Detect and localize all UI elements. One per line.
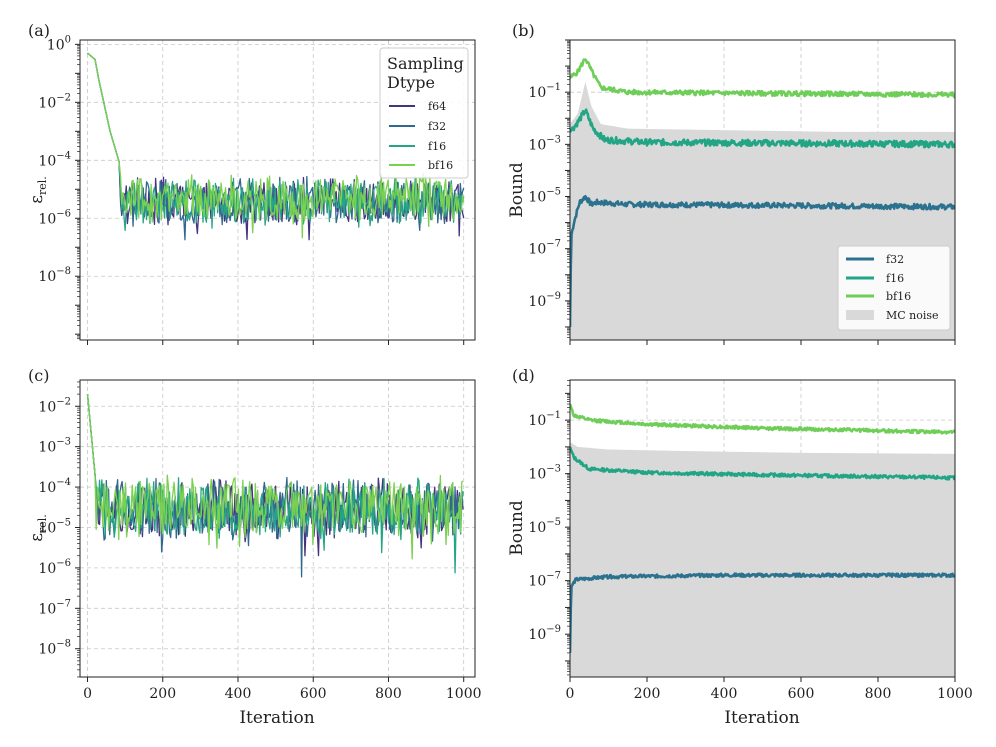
legend-b-label-f16: f16 — [886, 272, 904, 285]
xlabel-c: Iteration — [239, 708, 314, 728]
ylabel-d: Bound — [507, 500, 527, 556]
x-tick-label-d-400: 400 — [711, 686, 738, 702]
series-a-bf16 — [87, 52, 465, 239]
y-tick-label-a-0: 100 — [47, 34, 71, 53]
x-tick-label-c-0: 0 — [83, 686, 92, 702]
ylabel-a-main: ε — [27, 195, 47, 204]
legend-b-frame — [837, 245, 951, 331]
legend-a-label-f16: f16 — [428, 140, 446, 153]
y-tick-label-d-2: 10−5 — [528, 517, 561, 536]
ylabel-b: Bound — [507, 162, 527, 218]
series-c-bf16 — [86, 394, 464, 560]
plot-area-c — [86, 394, 464, 578]
ylabel-b-main: Bound — [507, 162, 527, 218]
y-tick-label-d-4: 10−9 — [528, 624, 561, 643]
axes-frame-c — [79, 379, 476, 678]
series-d-f16 — [570, 446, 955, 481]
panel-label-b: (b) — [512, 21, 535, 40]
y-tick-label-c-0: 10−2 — [38, 396, 71, 415]
xlabel-d: Iteration — [724, 708, 799, 728]
x-tick-label-d-1000: 1000 — [937, 686, 973, 702]
legend-b-label-bf16: bf16 — [886, 290, 911, 303]
legend-a-title-line-2: Dtype — [387, 73, 435, 92]
x-tick-label-d-200: 200 — [634, 686, 661, 702]
legend-a-label-f64: f64 — [428, 100, 446, 113]
x-tick-label-c-800: 800 — [375, 686, 402, 702]
y-tick-label-a-3: 10−6 — [38, 208, 71, 227]
series-d-bf16 — [570, 403, 955, 435]
x-tick-label-c-600: 600 — [300, 686, 327, 702]
ylabel-a-sub: rel. — [36, 176, 49, 195]
legend-b-swatch-mc-noise — [846, 310, 874, 320]
series-b-f32 — [570, 194, 955, 327]
legend-b-label-f32: f32 — [886, 253, 904, 266]
x-tick-label-d-0: 0 — [566, 686, 575, 702]
plot-area-d — [570, 403, 955, 677]
y-tick-label-b-1: 10−3 — [528, 134, 561, 153]
panel-a: 100 10−2 10−4 10−6 10−8 — [38, 34, 476, 345]
y-tick-label-b-2: 10−5 — [528, 187, 561, 206]
x-tick-label-d-600: 600 — [788, 686, 815, 702]
y-tick-label-b-3: 10−7 — [528, 239, 561, 258]
y-tick-label-d-0: 10−1 — [528, 410, 561, 429]
ylabel-d-main: Bound — [507, 500, 527, 556]
y-tick-label-a-1: 10−2 — [38, 92, 71, 111]
panel-label-c: (c) — [28, 366, 49, 385]
x-tick-label-d-800: 800 — [865, 686, 892, 702]
y-tick-label-c-2: 10−4 — [38, 477, 71, 496]
legend-b-label-mc-noise: MC noise — [886, 309, 939, 322]
panel-c: 0 200 400 600 800 1000 10−2 10−3 10−4 10−5 10−6 10−… — [38, 379, 482, 702]
panel-d: 0 200 400 600 800 1000 10−1 10−3 10−5 10−7 10−9 — [528, 379, 973, 702]
panel-label-d: (d) — [512, 366, 535, 385]
ylabel-c: εrel. — [27, 514, 49, 542]
y-tick-label-a-2: 10−4 — [38, 150, 71, 169]
legend-a-title-line-1: Sampling — [387, 54, 464, 73]
legend-a-label-f32: f32 — [428, 120, 446, 133]
series-d-f32 — [570, 572, 955, 653]
x-tick-label-c-200: 200 — [149, 686, 176, 702]
legend-a: Sampling Dtype f64 f32 f16 bf16 — [379, 47, 469, 179]
series-c-f16 — [86, 394, 464, 574]
y-tick-label-c-6: 10−8 — [38, 639, 71, 658]
y-tick-label-a-4: 10−8 — [38, 266, 71, 285]
y-tick-label-d-3: 10−7 — [528, 571, 561, 590]
series-b-f16 — [570, 108, 955, 149]
band-mc-noise-d — [570, 442, 955, 677]
y-tick-label-c-1: 10−3 — [38, 437, 71, 456]
axes-frame-b — [569, 39, 956, 341]
y-tick-label-b-4: 10−9 — [528, 291, 561, 310]
legend-a-label-bf16: bf16 — [428, 159, 453, 172]
y-tick-label-c-5: 10−7 — [38, 598, 71, 617]
y-tick-label-d-1: 10−3 — [528, 464, 561, 483]
x-tick-label-c-400: 400 — [225, 686, 252, 702]
ylabel-a: εrel. — [27, 176, 49, 204]
ylabel-c-sub: rel. — [36, 514, 49, 533]
x-tick-label-c-1000: 1000 — [446, 686, 482, 702]
y-tick-label-c-3: 10−5 — [38, 517, 71, 536]
legend-b: f32 f16 bf16 MC noise — [837, 245, 951, 331]
axes-frame-a — [79, 39, 476, 341]
y-tick-label-b-0: 10−1 — [528, 82, 561, 101]
y-tick-label-c-4: 10−6 — [38, 558, 71, 577]
series-b-bf16 — [570, 58, 955, 99]
panel-label-a: (a) — [28, 21, 50, 40]
plot-area-a — [87, 52, 465, 241]
ylabel-c-main: ε — [27, 533, 47, 542]
